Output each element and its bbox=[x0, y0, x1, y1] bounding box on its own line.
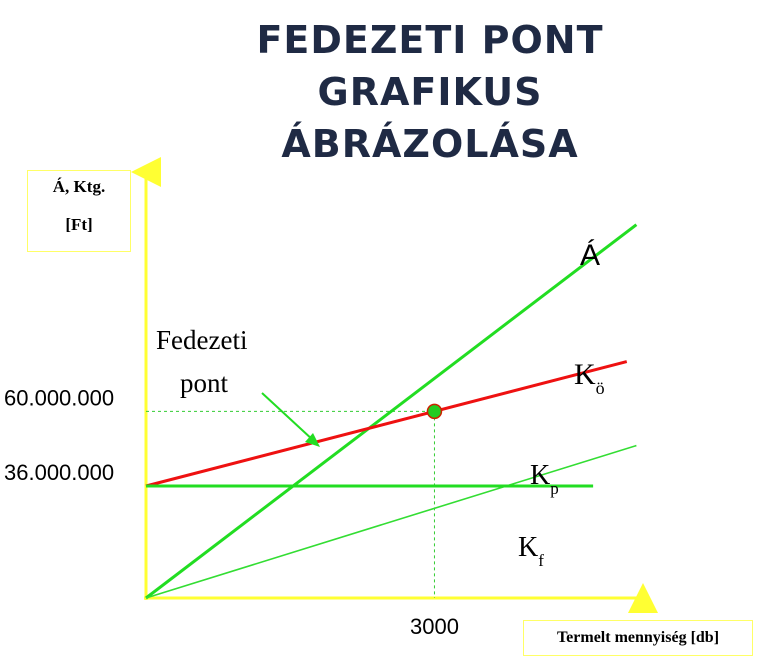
breakeven-point bbox=[426, 403, 443, 420]
chart-title: FEDEZETI PONT GRAFIKUS ÁBRÁZOLÁSA bbox=[150, 14, 710, 170]
series-line-Kp bbox=[145, 444, 637, 599]
y-axis-label-box: Á, Ktg. [Ft] bbox=[27, 170, 131, 252]
annotation-arrow-line bbox=[261, 392, 315, 442]
series-label-Á: Á bbox=[580, 239, 600, 272]
y-tick-label: 60.000.000 bbox=[4, 385, 114, 410]
annotation-line-1: Fedezeti bbox=[156, 325, 247, 355]
title-line-1: FEDEZETI PONT GRAFIKUS bbox=[256, 18, 604, 114]
x-axis-label: Termelt mennyiség [db] bbox=[556, 629, 720, 646]
series-label-base: K bbox=[518, 532, 538, 563]
x-tick-label: 3000 bbox=[410, 614, 459, 639]
annotation-line-2: pont bbox=[180, 368, 229, 398]
y-axis-label-line-2: [Ft] bbox=[65, 215, 93, 234]
y-tick-label: 36.000.000 bbox=[4, 460, 114, 485]
series-label-base: K bbox=[574, 358, 596, 391]
series-line-Kö bbox=[145, 360, 628, 488]
series-label-Kp: Kp bbox=[530, 460, 559, 498]
series-label-Kö: Kö bbox=[574, 358, 605, 398]
x-axis-label-box: Termelt mennyiség [db] bbox=[523, 620, 753, 656]
annotation-arrow-head bbox=[305, 433, 320, 447]
series-label-Kf: Kf bbox=[518, 532, 544, 570]
series-label-subscript: p bbox=[550, 479, 559, 498]
title-line-2: ÁBRÁZOLÁSA bbox=[281, 122, 579, 166]
series-line-Á bbox=[145, 223, 638, 600]
series-label-subscript: f bbox=[538, 551, 544, 570]
series-label-base: K bbox=[530, 460, 550, 491]
y-axis-label-line-1: Á, Ktg. bbox=[52, 177, 106, 196]
series-label-subscript: ö bbox=[596, 378, 605, 398]
